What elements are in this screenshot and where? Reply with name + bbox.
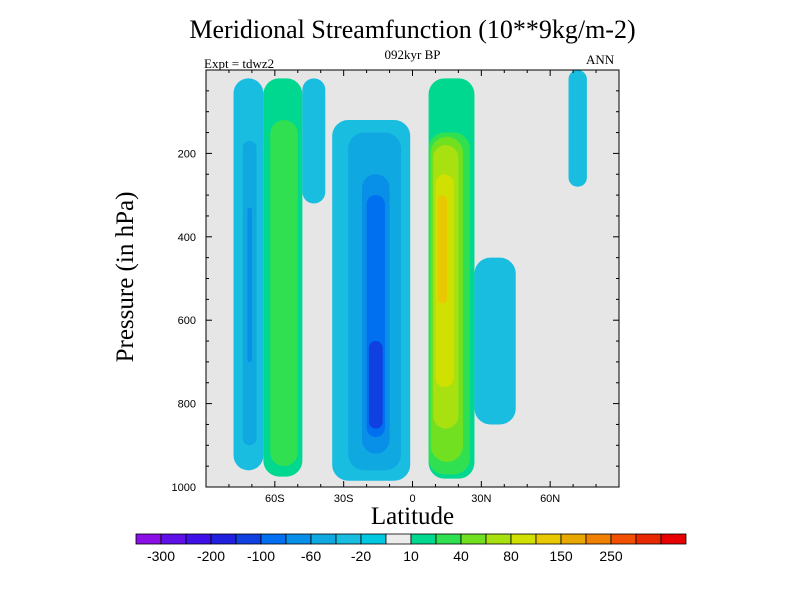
colorbar-box-1 [160, 533, 187, 545]
colorbar-box-15 [510, 533, 537, 545]
contour-region-16 [437, 195, 447, 304]
season-label: ANN [586, 52, 615, 67]
y-tick-label: 600 [178, 315, 196, 327]
colorbar-label: 10 [403, 548, 419, 564]
colorbar-label: 150 [549, 548, 573, 564]
colorbar-box-21 [660, 533, 687, 545]
colorbar-box-16 [535, 533, 562, 545]
colorbar-box-3 [210, 533, 237, 545]
axes: 60S 30S 0 30N 60N 200 400 600 800 1000 [172, 69, 620, 505]
colorbar-box-6 [285, 533, 312, 545]
colorbar-box-7 [310, 533, 337, 545]
y-tick-label: 400 [178, 232, 196, 244]
colorbar-box-18 [585, 533, 612, 545]
colorbar-label: 80 [503, 548, 519, 564]
y-tick-label: 1000 [172, 482, 196, 494]
contour-region-2 [247, 207, 252, 362]
contour-region-4 [270, 120, 298, 467]
experiment-label: Expt = tdwz2 [204, 56, 275, 71]
x-tick-label: 60S [265, 493, 285, 505]
plot-area [206, 70, 619, 487]
colorbar-label: -60 [301, 548, 321, 564]
contour-region-5 [302, 78, 326, 204]
colorbar-box-9 [360, 533, 387, 545]
x-tick-label: 60N [540, 493, 560, 505]
contour-region-17 [474, 257, 516, 425]
colorbar-box-8 [335, 533, 362, 545]
colorbar-label: -20 [351, 548, 371, 564]
contour-region-10 [368, 341, 383, 429]
colorbar-label: 40 [453, 548, 469, 564]
colorbar-box-19 [610, 533, 637, 545]
y-tick-label: 800 [178, 399, 196, 411]
chart-title: Meridional Streamfunction (10**9kg/m-2) [189, 15, 636, 44]
colorbar-label: -100 [247, 548, 275, 564]
colorbar-box-0 [135, 533, 162, 545]
colorbar-label: 250 [599, 548, 623, 564]
colorbar-box-17 [560, 533, 587, 545]
colorbar-label: -200 [197, 548, 225, 564]
colorbar-box-12 [435, 533, 462, 545]
contour-region-18 [568, 70, 587, 187]
colorbar-box-2 [185, 533, 212, 545]
x-tick-label: 30N [471, 493, 491, 505]
colorbar-box-14 [485, 533, 512, 545]
chart-subtitle: 092kyr BP [384, 47, 441, 62]
colorbar-box-20 [635, 533, 662, 545]
colorbar-box-4 [235, 533, 262, 545]
x-axis-label: Latitude [370, 503, 455, 530]
colorbar-label: -300 [147, 548, 175, 564]
colorbar-box-11 [410, 533, 437, 545]
colorbar-box-5 [260, 533, 287, 545]
x-tick-label: 30S [334, 493, 354, 505]
colorbar-box-10 [385, 533, 412, 545]
colorbar-box-13 [460, 533, 487, 545]
x-tick-label: 0 [409, 493, 415, 505]
y-tick-label: 200 [178, 148, 196, 160]
colorbar: -300 -200 -100 -60 -20 10 40 80 150 250 [135, 533, 687, 564]
